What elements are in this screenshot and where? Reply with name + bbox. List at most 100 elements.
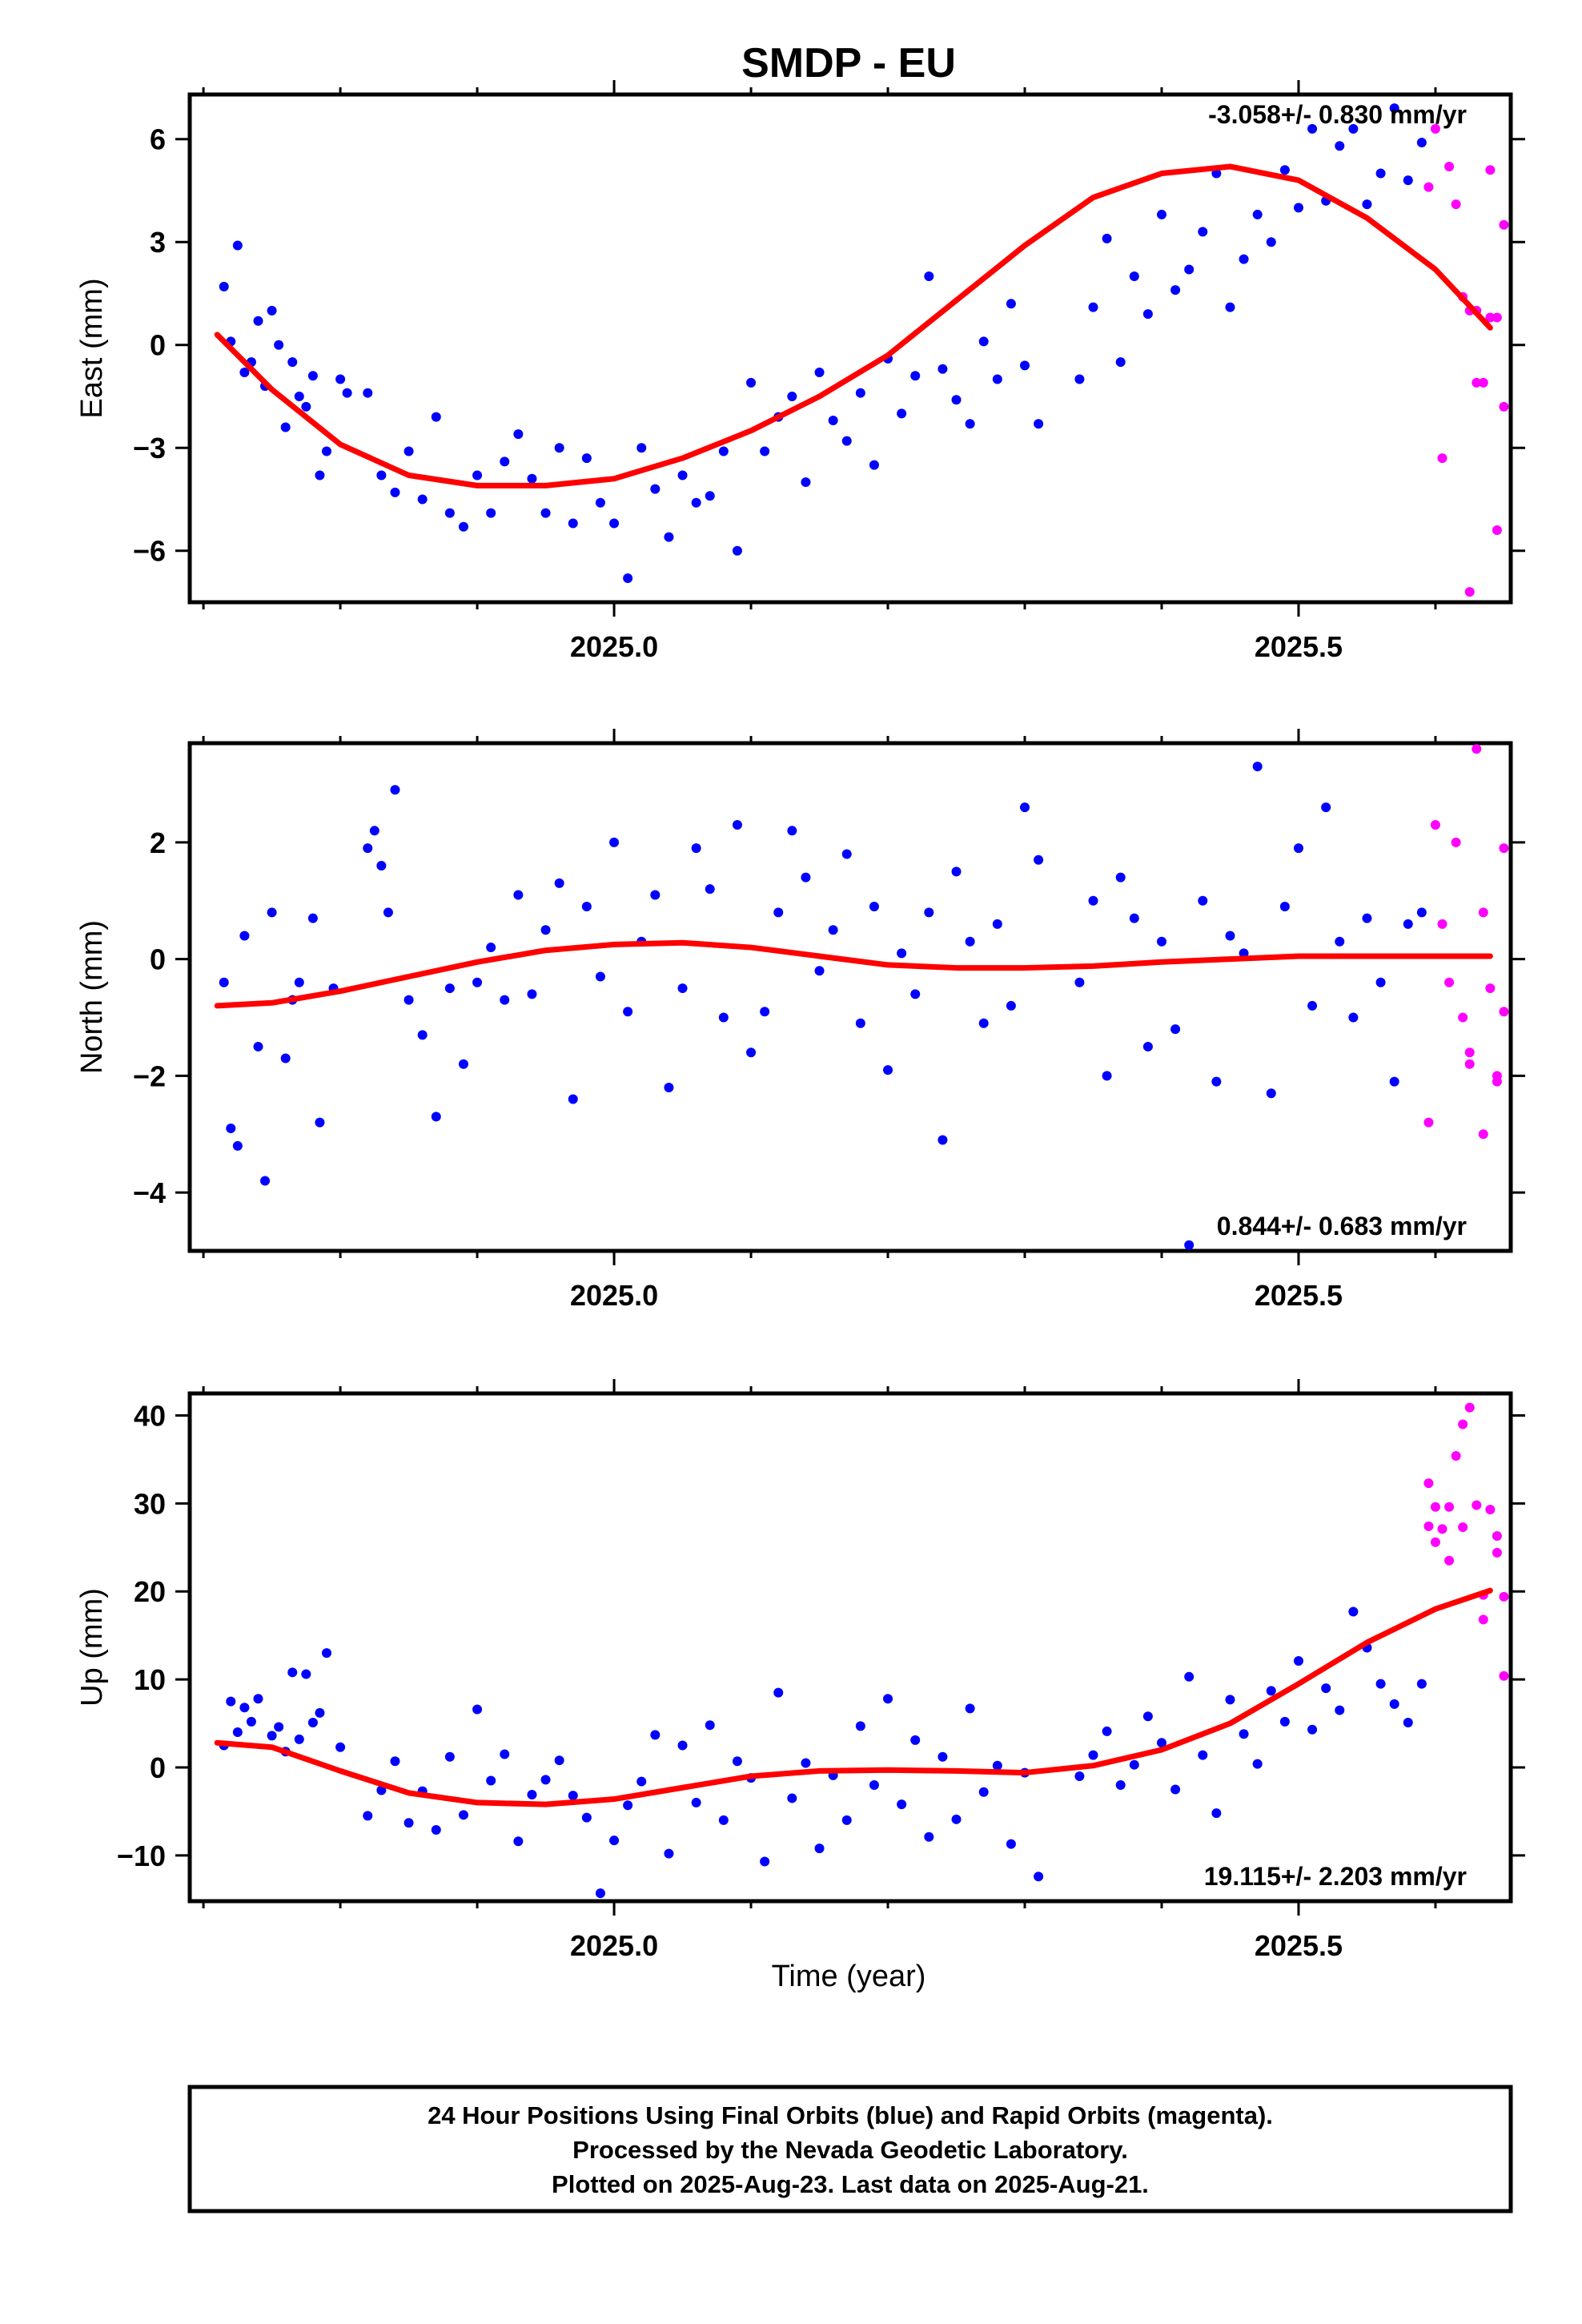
east-final-point xyxy=(431,412,441,422)
north-final-point xyxy=(951,866,962,877)
east-final-point xyxy=(1279,165,1290,175)
up-final-point xyxy=(705,1720,715,1731)
north-final-point xyxy=(294,977,304,987)
north-final-point xyxy=(1115,872,1126,883)
north-final-point xyxy=(787,826,797,836)
north-final-point xyxy=(1293,843,1303,854)
east-y-tick-label: 6 xyxy=(150,123,166,156)
up-final-point xyxy=(568,1791,578,1801)
east-final-point xyxy=(390,487,400,497)
north-final-point xyxy=(513,890,524,900)
north-rapid-point xyxy=(1464,1047,1475,1058)
north-final-point xyxy=(280,1053,291,1063)
north-final-point xyxy=(369,826,379,836)
east-final-point xyxy=(1115,357,1126,368)
east-frame xyxy=(187,92,1513,605)
up-y-tick-label: 0 xyxy=(150,1751,166,1784)
up-rate-label: 19.115+/- 2.203 mm/yr xyxy=(1204,1862,1467,1891)
east-y-axis-label: East (mm) xyxy=(75,278,109,418)
up-final-point xyxy=(540,1775,551,1785)
east-final-point xyxy=(376,470,387,480)
north-x-tick-label: 2025.0 xyxy=(570,1279,658,1312)
up-final-point xyxy=(883,1694,893,1704)
east-final-point xyxy=(746,377,757,388)
up-final-point xyxy=(1102,1726,1112,1736)
east-final-point xyxy=(486,508,496,518)
east-final-point xyxy=(609,518,620,529)
north-final-point xyxy=(1225,931,1235,941)
east-final-point xyxy=(1074,374,1085,384)
up-final-point xyxy=(1335,1705,1345,1715)
east-final-point xyxy=(787,391,797,401)
north-final-point xyxy=(855,1018,865,1028)
north-final-point xyxy=(992,919,1002,929)
up-final-point xyxy=(1074,1771,1085,1781)
up-frame xyxy=(187,1391,1513,1904)
up-final-point xyxy=(718,1815,729,1825)
east-final-point xyxy=(636,443,647,453)
east-final-point xyxy=(1362,199,1372,210)
up-rapid-point xyxy=(1478,1614,1488,1625)
east-final-point xyxy=(342,388,352,398)
up-final-point xyxy=(760,1856,770,1867)
up-final-point xyxy=(787,1793,797,1803)
north-final-point xyxy=(1074,977,1085,987)
east-final-point xyxy=(267,305,277,316)
up-final-point xyxy=(513,1836,524,1847)
east-final-point xyxy=(540,508,551,518)
east-final-point xyxy=(1102,233,1112,243)
north-final-point xyxy=(897,948,907,959)
up-final-point xyxy=(321,1648,331,1659)
north-final-point xyxy=(1375,977,1386,987)
up-final-point xyxy=(677,1740,688,1751)
east-y-tick-label: 0 xyxy=(150,329,166,362)
north-final-point xyxy=(1266,1088,1276,1099)
east-final-point xyxy=(472,470,483,480)
north-final-point xyxy=(253,1041,263,1051)
north-final-point xyxy=(691,843,701,854)
north-final-point xyxy=(444,983,455,994)
east-final-point xyxy=(1006,299,1016,309)
up-rapid-point xyxy=(1492,1531,1502,1542)
up-final-point xyxy=(301,1669,311,1679)
east-final-point xyxy=(965,419,975,429)
up-final-point xyxy=(869,1779,879,1790)
north-final-point xyxy=(527,989,537,999)
up-final-point xyxy=(595,1888,605,1899)
up-final-point xyxy=(287,1667,298,1678)
north-final-point xyxy=(363,843,373,854)
east-final-point xyxy=(232,240,243,251)
north-final-point xyxy=(732,820,742,830)
north-rapid-point xyxy=(1430,820,1440,830)
up-final-point xyxy=(814,1844,825,1854)
north-final-point xyxy=(1403,919,1413,929)
north-final-point xyxy=(773,907,784,918)
north-final-point xyxy=(746,1047,757,1058)
up-x-tick-label: 2025.5 xyxy=(1255,1929,1343,1962)
up-final-point xyxy=(1403,1717,1413,1727)
north-final-point xyxy=(226,1123,236,1133)
up-final-point xyxy=(1389,1699,1399,1709)
east-final-point xyxy=(335,374,346,384)
north-final-point xyxy=(664,1082,674,1092)
east-rapid-point xyxy=(1499,401,1509,412)
north-rapid-point xyxy=(1458,1012,1468,1023)
up-final-point xyxy=(691,1797,701,1807)
east-final-point xyxy=(417,494,428,505)
up-final-point xyxy=(1266,1686,1276,1696)
up-rapid-point xyxy=(1423,1478,1434,1489)
east-final-point xyxy=(1252,209,1263,219)
east-final-point xyxy=(1142,309,1153,320)
north-final-point xyxy=(1156,936,1166,947)
up-final-point xyxy=(1088,1750,1098,1760)
north-final-point xyxy=(760,1007,770,1017)
north-final-point xyxy=(883,1065,893,1076)
up-final-point xyxy=(294,1734,304,1744)
north-rapid-point xyxy=(1478,907,1488,918)
north-panel: 2025.0 2025.5 2 0 −2 −4 North (mm) 0.844+/- 0.6… xyxy=(75,729,1525,1312)
east-final-point xyxy=(274,340,284,350)
up-final-point xyxy=(1006,1839,1016,1849)
up-final-point xyxy=(855,1721,865,1731)
east-final-point xyxy=(1170,285,1181,296)
east-final-point xyxy=(595,497,605,508)
